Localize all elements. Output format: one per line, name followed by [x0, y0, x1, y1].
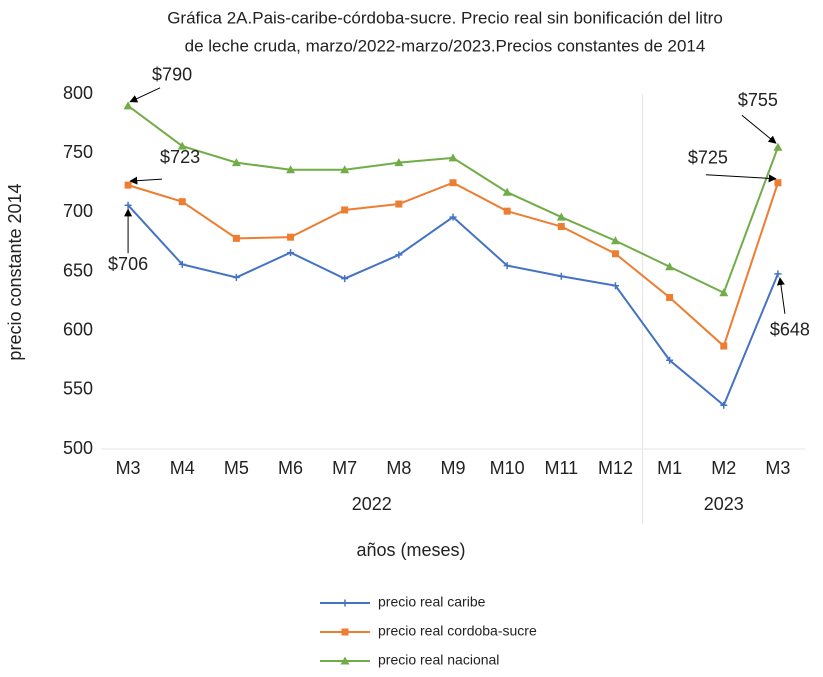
- y-axis-label: precio constante 2014: [5, 183, 25, 360]
- y-tick-label: 700: [63, 201, 93, 221]
- point: [666, 356, 674, 364]
- legend-label: precio real nacional: [378, 652, 499, 668]
- x-group-label: 2023: [704, 494, 744, 514]
- point: [774, 270, 782, 278]
- point: [557, 272, 565, 280]
- x-tick-label: M12: [598, 458, 633, 478]
- x-group-label: 2022: [352, 494, 392, 514]
- point: [394, 158, 404, 167]
- point: [720, 342, 728, 350]
- point: [341, 206, 349, 214]
- data-label: $723: [160, 147, 200, 167]
- point: [720, 401, 728, 409]
- annotation-arrow: [129, 176, 163, 185]
- point: [231, 158, 241, 167]
- point: [177, 141, 187, 150]
- point: [665, 262, 675, 271]
- point: [178, 260, 186, 268]
- data-label: $755: [738, 90, 778, 110]
- series-line: [127, 181, 779, 348]
- series-line: [127, 105, 779, 295]
- y-tick-label: 800: [63, 83, 93, 103]
- x-tick-label: M1: [657, 458, 682, 478]
- point: [340, 165, 350, 174]
- y-tick-label: 550: [63, 379, 93, 399]
- point: [610, 236, 620, 245]
- x-tick-label: M2: [711, 458, 736, 478]
- y-tick-label: 650: [63, 260, 93, 280]
- x-tick-label: M9: [440, 458, 465, 478]
- point: [395, 251, 403, 259]
- x-axis-label: años (meses): [356, 540, 465, 560]
- point: [232, 234, 240, 242]
- data-label: $725: [688, 148, 728, 168]
- legend-label: precio real caribe: [378, 594, 486, 610]
- x-tick-label: M8: [386, 458, 411, 478]
- point: [611, 282, 619, 290]
- point: [503, 207, 511, 215]
- data-label: $706: [108, 254, 148, 274]
- y-tick-label: 750: [63, 142, 93, 162]
- x-tick-label: M3: [765, 458, 790, 478]
- point: [449, 213, 457, 221]
- series-line: [127, 204, 779, 407]
- annotation-arrow: [776, 277, 786, 314]
- data-label: $790: [152, 65, 192, 85]
- point: [448, 153, 458, 162]
- x-tick-label: M3: [116, 458, 141, 478]
- point: [503, 262, 511, 270]
- point: [774, 179, 782, 187]
- point: [124, 181, 132, 189]
- point: [178, 198, 186, 206]
- point: [287, 249, 295, 257]
- chart-title: Gráfica 2A.Pais-caribe-córdoba-sucre. Pr…: [167, 8, 723, 27]
- point: [341, 628, 349, 636]
- x-tick-label: M5: [224, 458, 249, 478]
- x-tick-label: M4: [170, 458, 195, 478]
- x-tick-label: M11: [544, 458, 578, 478]
- x-tick-label: M10: [490, 458, 525, 478]
- point: [395, 200, 403, 208]
- point: [123, 101, 133, 110]
- point: [773, 142, 783, 151]
- x-tick-label: M6: [278, 458, 303, 478]
- point: [341, 275, 349, 283]
- y-tick-label: 500: [63, 438, 93, 458]
- point: [340, 656, 350, 665]
- annotation-arrow: [741, 114, 777, 144]
- point: [124, 201, 132, 209]
- point: [502, 187, 512, 196]
- point: [557, 223, 565, 231]
- x-tick-label: M7: [332, 458, 357, 478]
- point: [286, 165, 296, 174]
- annotation-arrow: [129, 87, 161, 103]
- point: [232, 273, 240, 281]
- point: [556, 212, 566, 221]
- annotation-arrow: [705, 174, 777, 183]
- data-label: $648: [770, 320, 810, 340]
- point: [341, 599, 349, 607]
- legend-label: precio real cordoba-sucre: [378, 623, 537, 639]
- point: [287, 233, 295, 241]
- chart-title: de leche cruda, marzo/2022-marzo/2023.Pr…: [185, 36, 706, 55]
- point: [449, 179, 457, 187]
- point: [719, 288, 729, 297]
- point: [611, 250, 619, 258]
- y-tick-label: 600: [63, 319, 93, 339]
- point: [666, 294, 674, 302]
